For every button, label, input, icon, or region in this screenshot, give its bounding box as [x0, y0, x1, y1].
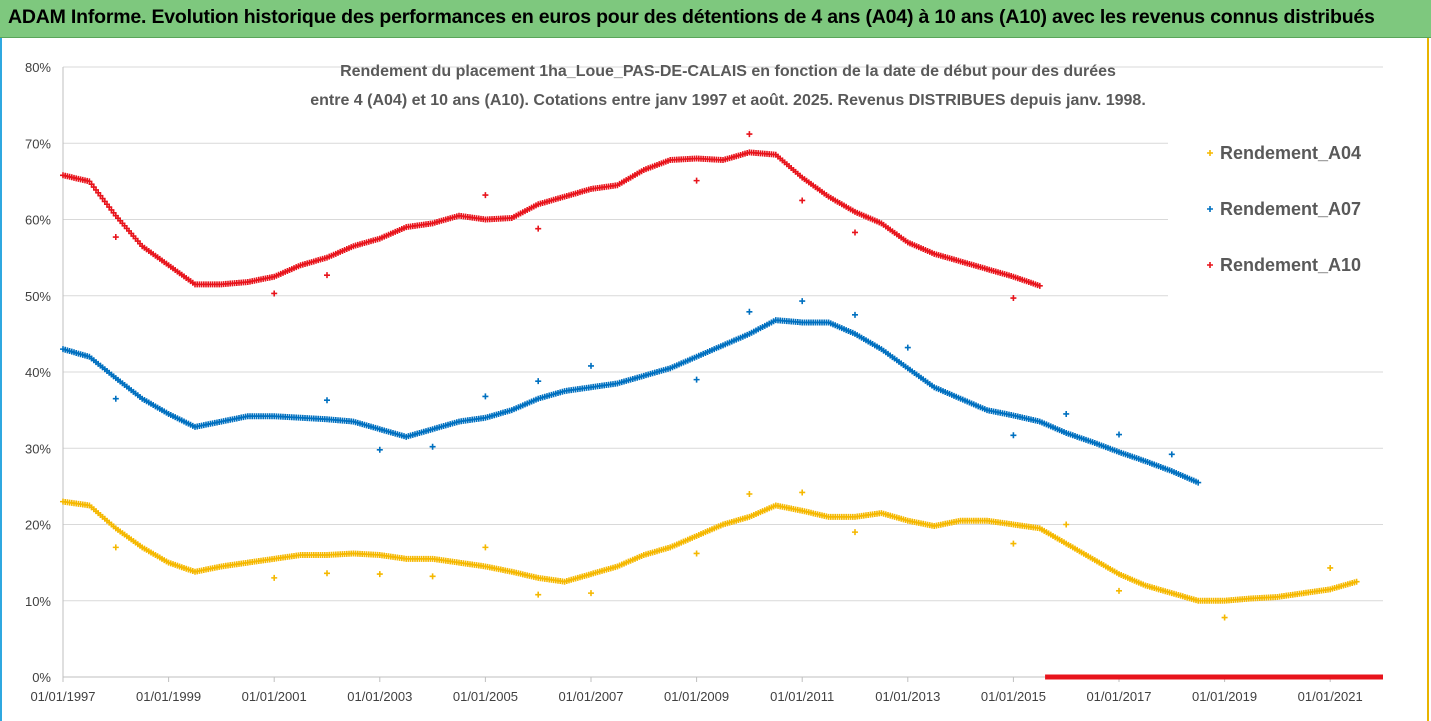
data-point	[429, 443, 436, 450]
data-point	[1327, 564, 1334, 571]
legend-box	[1168, 134, 1383, 319]
x-tick-label: 01/01/2013	[875, 689, 940, 704]
y-tick-label: 10%	[25, 594, 51, 609]
series-Rendement_A04	[60, 489, 1360, 621]
data-point	[1063, 521, 1070, 528]
data-point	[112, 234, 119, 241]
data-point	[376, 446, 383, 453]
data-point	[429, 573, 436, 580]
data-point	[112, 544, 119, 551]
x-tick-label: 01/01/2001	[242, 689, 307, 704]
y-tick-label: 30%	[25, 441, 51, 456]
data-point	[852, 529, 858, 536]
data-point	[746, 308, 753, 315]
series-Rendement_A10	[60, 131, 1383, 680]
data-point	[1207, 262, 1213, 268]
data-point	[482, 544, 489, 551]
data-point	[1010, 540, 1017, 547]
chart-title-line: Rendement du placement 1ha_Loue_PAS-DE-C…	[340, 63, 1116, 80]
data-point	[376, 571, 383, 578]
legend-entry-Rendement_A07: Rendement_A07	[1220, 199, 1361, 219]
legend-entry-Rendement_A10: Rendement_A10	[1220, 255, 1361, 275]
data-point	[693, 550, 700, 557]
data-point	[112, 395, 119, 402]
data-point	[1010, 295, 1017, 302]
data-point	[1010, 432, 1017, 439]
data-point	[1221, 614, 1228, 621]
data-point	[1207, 206, 1213, 212]
x-tick-label: 01/01/2015	[981, 689, 1046, 704]
x-tick-label: 01/01/2005	[453, 689, 518, 704]
x-tick-label: 01/01/2017	[1086, 689, 1151, 704]
y-tick-label: 80%	[25, 60, 51, 75]
data-point	[535, 591, 542, 598]
data-point	[904, 344, 911, 351]
data-point	[746, 131, 753, 138]
report-title: ADAM Informe. Evolution historique des p…	[8, 6, 1375, 28]
x-tick-label: 01/01/2009	[664, 689, 729, 704]
data-point	[324, 570, 330, 577]
data-point	[1353, 578, 1360, 585]
data-point	[1168, 451, 1175, 458]
x-tick-label: 01/01/1997	[30, 689, 95, 704]
data-point	[482, 393, 489, 400]
data-point	[852, 311, 858, 318]
yield-chart: 0% 10% 20% 30% 40% 50% 60% 70% 80% 01/01/1997 01/0…	[0, 38, 1431, 721]
x-tick-label: 01/01/1999	[136, 689, 201, 704]
data-point	[693, 376, 700, 383]
y-tick-label: 50%	[25, 289, 51, 304]
data-point	[535, 225, 542, 232]
data-point	[799, 197, 806, 204]
data-point	[271, 574, 278, 581]
y-tick-label: 20%	[25, 518, 51, 533]
data-point	[482, 192, 489, 199]
data-point	[1116, 431, 1122, 438]
data-point	[1195, 479, 1202, 486]
x-tick-label: 01/01/2021	[1298, 689, 1363, 704]
data-point	[588, 362, 594, 369]
data-point	[746, 491, 753, 497]
x-tick-label: 01/01/2007	[558, 689, 623, 704]
data-point	[1063, 410, 1070, 417]
y-tick-label: 40%	[25, 365, 51, 380]
data-point	[324, 272, 330, 279]
data-point	[1207, 150, 1213, 156]
data-point	[1036, 282, 1043, 289]
y-tick-label: 0%	[32, 670, 51, 685]
data-point	[799, 489, 806, 496]
data-point	[324, 397, 330, 404]
x-tick-label: 01/01/2003	[347, 689, 412, 704]
data-point	[588, 590, 594, 597]
x-tick-label: 01/01/2011	[770, 689, 834, 704]
data-point	[271, 290, 278, 297]
data-point	[1116, 587, 1122, 594]
x-tick-label: 01/01/2019	[1192, 689, 1257, 704]
chart-title-line: entre 4 (A04) et 10 ans (A10). Cotations…	[310, 92, 1146, 109]
y-tick-label: 60%	[25, 213, 51, 228]
legend-entry-Rendement_A04: Rendement_A04	[1220, 143, 1361, 163]
data-point	[535, 378, 542, 385]
data-point	[852, 229, 858, 236]
y-tick-label: 70%	[25, 136, 51, 151]
data-point	[693, 177, 700, 184]
series-Rendement_A07	[60, 298, 1202, 486]
report-banner: ADAM Informe. Evolution historique des p…	[0, 0, 1431, 38]
data-point	[799, 298, 806, 305]
